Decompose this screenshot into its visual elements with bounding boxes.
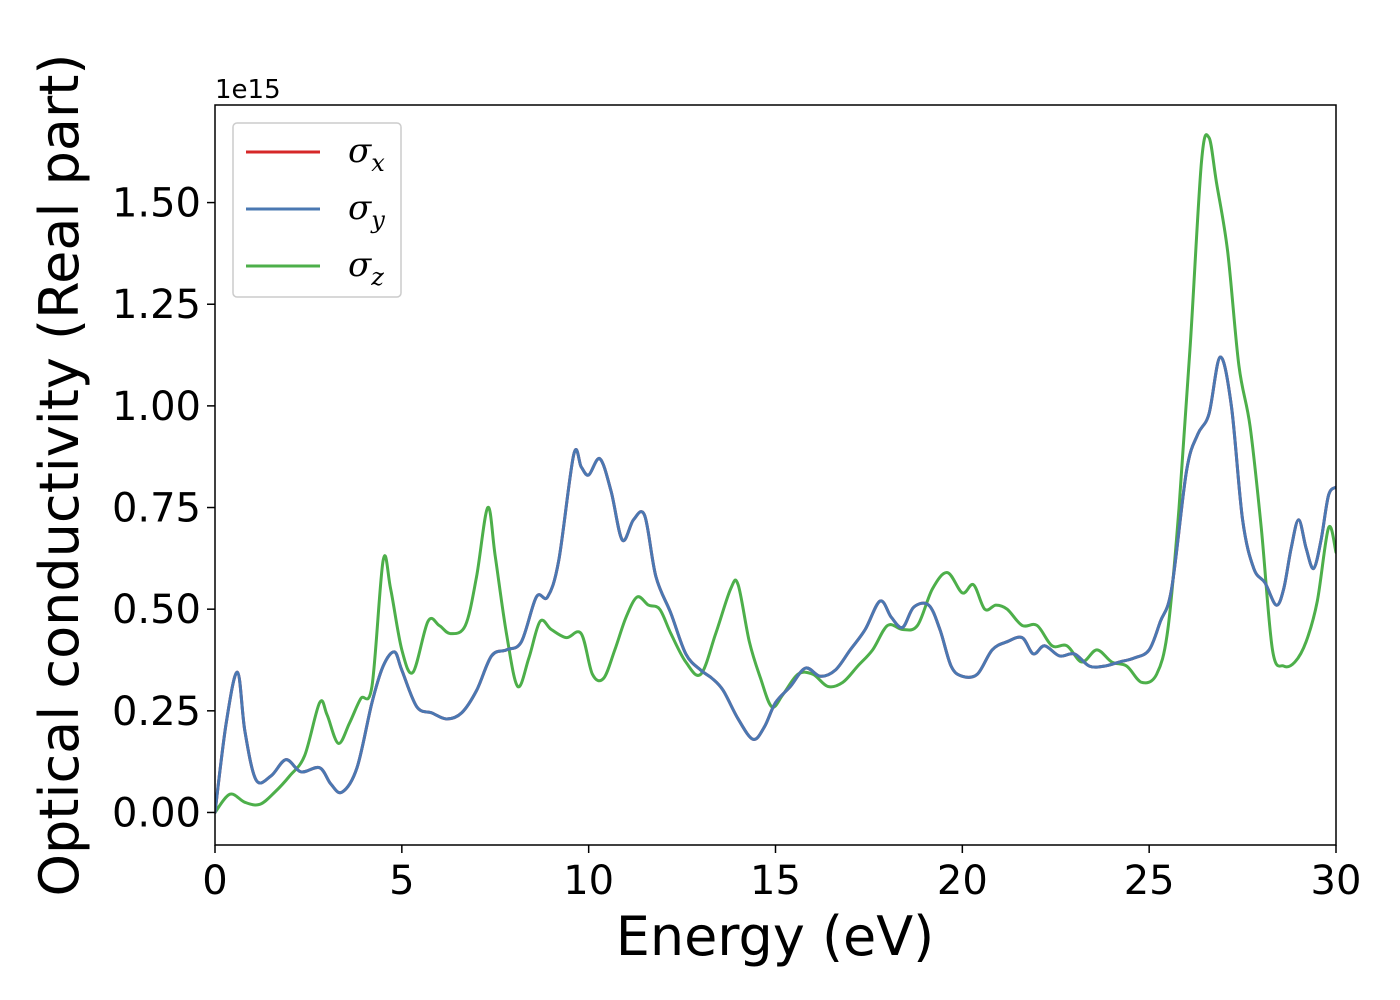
legend-symbol: σ (348, 245, 372, 285)
x-tick-label: 10 (563, 858, 614, 904)
series-group (215, 133, 1336, 814)
legend-subscript: y (370, 206, 385, 234)
y-offset-label: 1e15 (215, 75, 281, 105)
x-tick-label: 0 (202, 858, 227, 904)
legend-label-sigma-z: σz (348, 245, 384, 291)
x-tick-label: 25 (1124, 858, 1175, 904)
x-axis-title: Energy (eV) (616, 905, 935, 968)
legend-label-sigma-y: σy (348, 188, 385, 234)
legend-subscript: z (370, 263, 384, 291)
legend-label-sigma-x: σx (348, 131, 385, 177)
legend-symbol: σ (348, 131, 372, 171)
y-tick-label: 1.50 (112, 181, 201, 227)
x-tick-label: 20 (937, 858, 988, 904)
y-axis-ticks: 0.00 0.25 0.50 0.75 1.00 1.25 1.50 (112, 181, 215, 836)
y-tick-label: 0.50 (112, 587, 201, 633)
y-tick-label: 0.25 (112, 689, 201, 735)
x-tick-label: 15 (750, 858, 801, 904)
y-tick-label: 0.00 (112, 790, 201, 836)
y-tick-label: 0.75 (112, 486, 201, 532)
y-tick-label: 1.25 (112, 282, 201, 328)
legend-subscript: x (371, 149, 385, 177)
legend-symbol: σ (348, 188, 372, 228)
x-tick-label: 30 (1311, 858, 1362, 904)
x-tick-label: 5 (389, 858, 414, 904)
y-tick-label: 1.00 (112, 384, 201, 430)
x-axis-ticks: 0 5 10 15 20 25 30 (202, 845, 1361, 904)
series-line-sigma-x (215, 355, 1336, 814)
y-axis-title: Optical conductivity (Real part) (28, 54, 91, 897)
series-line-sigma-y (215, 355, 1336, 814)
